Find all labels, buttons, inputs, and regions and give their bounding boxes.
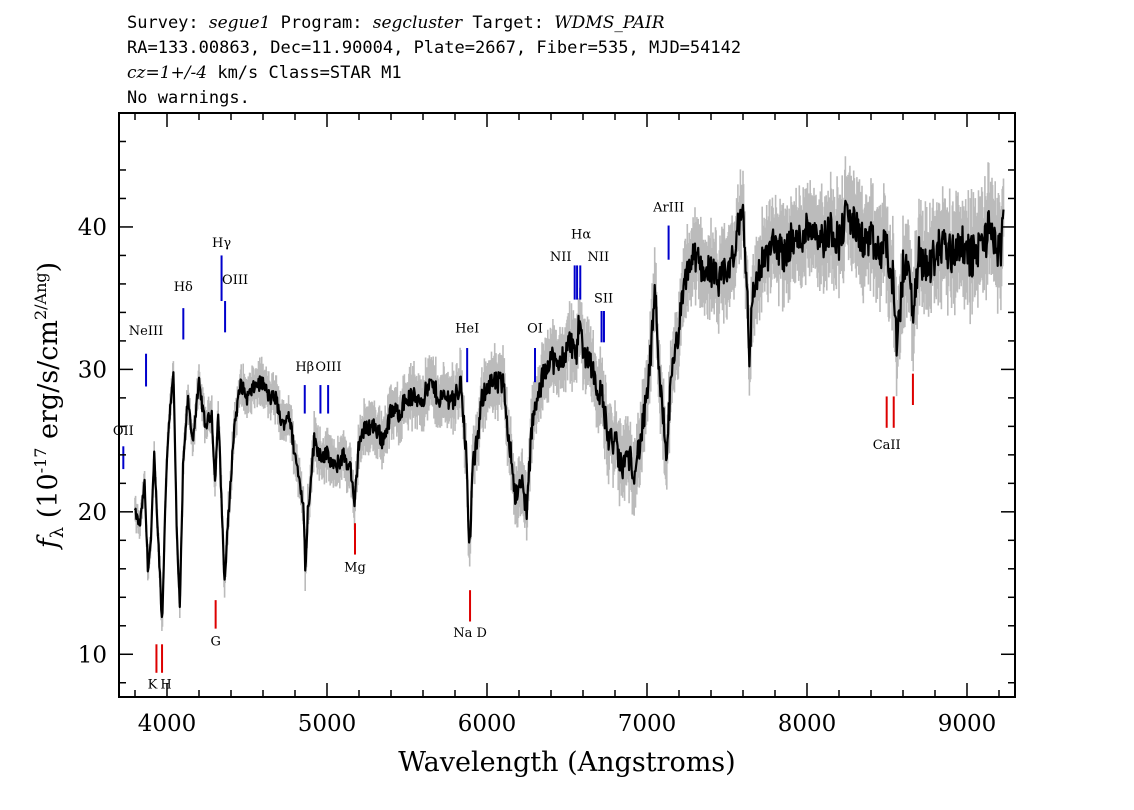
header-line-2: RA=133.00863, Dec=11.90004, Plate=2667, … xyxy=(127,38,742,58)
header-line-1: Survey: segue1 Program: segcluster Targe… xyxy=(127,13,665,33)
x-tick-label: 5000 xyxy=(298,711,357,737)
line-label: NII xyxy=(550,250,572,265)
x-tick-label: 9000 xyxy=(938,711,997,737)
line-label: OIII xyxy=(315,360,341,375)
line-label: HeI xyxy=(455,321,479,336)
y-tick-label: 40 xyxy=(78,215,107,241)
flux-line xyxy=(133,199,1005,619)
line-label: CaII xyxy=(873,438,901,453)
y-tick-label: 30 xyxy=(78,357,107,383)
line-label: Hα xyxy=(571,227,591,242)
y-axis-title: fλ (10-17 erg/s/cm2/Ang) xyxy=(31,262,68,550)
y-tick-label: 10 xyxy=(78,642,107,668)
cz-value: 1+/-4 xyxy=(159,63,208,83)
program-value: segcluster xyxy=(372,13,463,33)
x-tick-label: 8000 xyxy=(778,711,837,737)
line-label: H xyxy=(160,677,171,692)
line-label: Hβ xyxy=(295,360,314,375)
line-label: ArIII xyxy=(652,200,684,215)
flux-series xyxy=(133,199,1005,619)
header-line-3: cz=1+/-4 km/s Class=STAR M1 xyxy=(127,63,402,83)
line-label: G xyxy=(210,635,220,650)
line-label: OI xyxy=(527,321,543,336)
line-label: NeIII xyxy=(129,324,163,339)
survey-value: segue1 xyxy=(208,13,271,33)
line-label: NII xyxy=(587,250,609,265)
line-label: Mg xyxy=(344,561,366,576)
y-tick-label: 20 xyxy=(78,500,107,526)
header-line-4: No warnings. xyxy=(127,88,250,108)
line-label: OIII xyxy=(222,273,248,288)
x-axis-title: Wavelength (Angstroms) xyxy=(398,747,735,778)
line-label: Hγ xyxy=(212,236,231,251)
line-label: K xyxy=(148,677,158,692)
x-tick-label: 4000 xyxy=(138,711,197,737)
x-tick-label: 7000 xyxy=(618,711,677,737)
line-label: SII xyxy=(594,291,613,306)
line-label: Hδ xyxy=(174,280,193,295)
line-label: Na D xyxy=(453,626,487,641)
target-value: WDMS_PAIR xyxy=(554,13,665,33)
axes: 4000 5000 6000 7000 8000 9000 10 20 30 40 xyxy=(78,112,1016,737)
plot-frame xyxy=(118,112,1016,698)
x-tick-label: 6000 xyxy=(458,711,517,737)
